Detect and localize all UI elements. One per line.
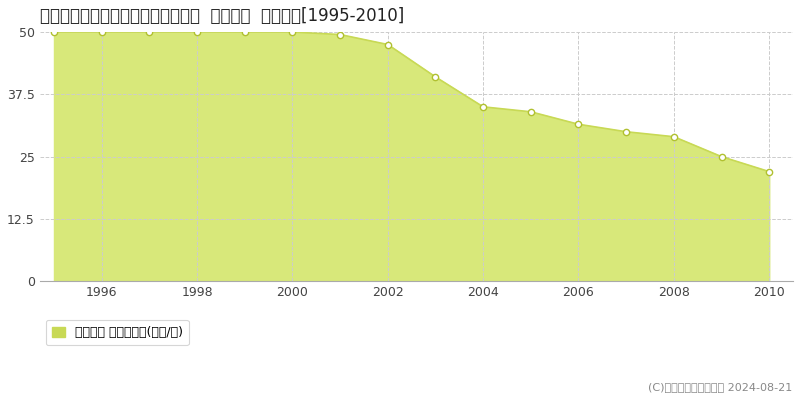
Legend: 地価公示 平均坪単価(万円/坪): 地価公示 平均坪単価(万円/坪) — [46, 320, 189, 346]
Text: (C)土地価格ドットコム 2024-08-21: (C)土地価格ドットコム 2024-08-21 — [648, 382, 792, 392]
Text: 秋田県秋田市寺内字イサノ２７番外  地価公示  地価推移[1995-2010]: 秋田県秋田市寺内字イサノ２７番外 地価公示 地価推移[1995-2010] — [40, 7, 404, 25]
